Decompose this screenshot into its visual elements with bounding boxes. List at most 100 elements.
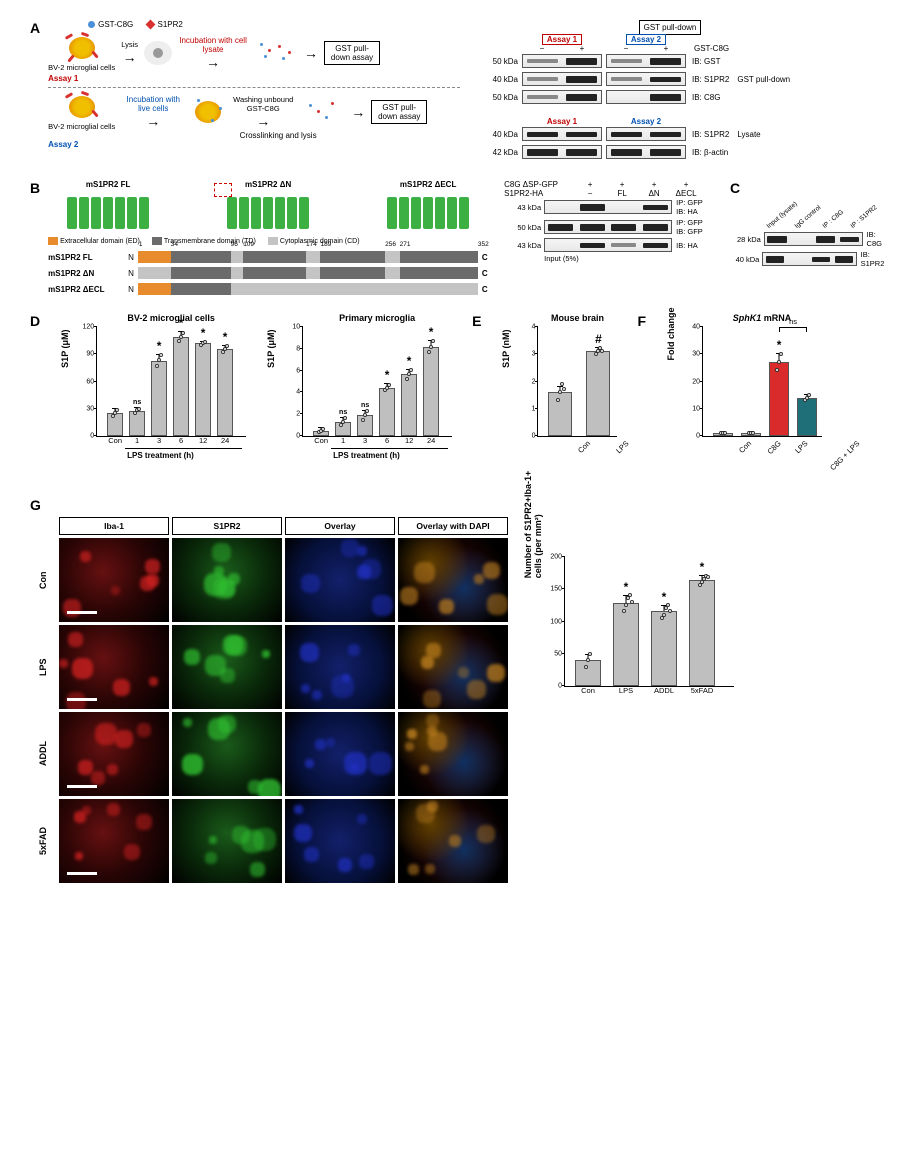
chart-axes: 050100150200Number of S1PR2+Iba-1+ cells… xyxy=(564,557,734,687)
pm-plus: + xyxy=(562,44,602,53)
panel-e-label: E xyxy=(472,313,481,329)
bar xyxy=(613,603,639,686)
x-tick-label: 24 xyxy=(427,436,435,445)
x-tick-label: ADDL xyxy=(654,686,674,695)
microscopy-row-header: ADDL xyxy=(30,712,56,796)
x-tick-label: LPS xyxy=(793,439,809,455)
microscopy-image xyxy=(285,712,395,796)
assay1-label: Assay 1 xyxy=(48,74,460,83)
assay2-diagram: BV-2 microglial cells Incubation with li… xyxy=(48,92,460,131)
blot-assay1-hdr2: Assay 1 xyxy=(547,117,577,126)
cells-label-1: BV-2 microglial cells xyxy=(48,63,115,72)
bar xyxy=(151,361,167,436)
bar xyxy=(769,362,789,436)
b-blot-row2: S1PR2-HA xyxy=(504,189,574,198)
y-axis-label: S1P (μM) xyxy=(266,329,276,367)
x-tick-label: 12 xyxy=(199,436,207,445)
crosslink-label: Crosslinking and lysis xyxy=(178,131,378,140)
microscopy-image xyxy=(172,712,282,796)
chart-title: Mouse brain xyxy=(537,313,617,323)
microscopy-image xyxy=(59,538,169,622)
x-tick-label: LPS xyxy=(615,439,631,455)
panel-g-label: G xyxy=(30,497,890,513)
bar xyxy=(651,611,677,686)
blot-row: 50 kDaIB: C8G xyxy=(480,89,860,105)
x-tick-label: 6 xyxy=(385,436,389,445)
chart-bv2: BV-2 microglial cells0306090120S1P (μM)C… xyxy=(60,313,246,467)
bar xyxy=(335,422,351,436)
legend-ed: Extracellular domain (ED) xyxy=(60,238,140,245)
panel-b-label: B xyxy=(30,180,40,196)
microscopy-image xyxy=(285,625,395,709)
x-tick-label: 6 xyxy=(179,436,183,445)
mixture-icon xyxy=(254,39,298,67)
microscopy-image xyxy=(172,799,282,883)
bar xyxy=(379,388,395,436)
x-group-label: LPS treatment (h) xyxy=(333,451,400,460)
pm-minus-2: − xyxy=(606,44,646,53)
x-tick-label: 3 xyxy=(157,436,161,445)
microscopy-image xyxy=(172,538,282,622)
x-tick-label: Con xyxy=(314,436,328,445)
microscopy-col-header: Overlay xyxy=(285,517,395,535)
assay2-label: Assay 2 xyxy=(48,140,460,149)
chart-axes: 01234S1P (nM)Con#LPS xyxy=(537,327,617,437)
x-tick-label: Con xyxy=(108,436,122,445)
y-axis-label: S1P (nM) xyxy=(501,329,511,367)
blot-assay2-hdr2: Assay 2 xyxy=(631,117,661,126)
panel-a-blots: GST pull-down Assay 1 Assay 2 −+ −+ GST-… xyxy=(480,20,860,162)
domain-legend: Extracellular domain (ED) Transmembrane … xyxy=(48,237,488,245)
bar xyxy=(357,415,373,436)
microscopy-col-header: Overlay with DAPI xyxy=(398,517,508,535)
b-blot-row: 43 kDaIP: GFP IB: HA xyxy=(504,198,714,216)
y-axis-label: Fold change xyxy=(666,307,676,360)
legend-gstc8g: GST-C8G xyxy=(98,20,133,29)
panel-d-label: D xyxy=(30,313,40,329)
chart-axes: 0246810S1P (μM)Conns1ns3*6*12*24LPS trea… xyxy=(302,327,452,437)
blot-row: 42 kDaIB: β-actin xyxy=(480,144,860,160)
cell-icon xyxy=(65,33,99,63)
microscopy-col-header: S1PR2 xyxy=(172,517,282,535)
x-tick-label: Con xyxy=(581,686,595,695)
chart-sphk1: SphK1 mRNA010203040Fold changeConC8G*LPS… xyxy=(666,313,822,481)
cell-incubated-icon xyxy=(191,97,225,127)
x-tick-label: Con xyxy=(737,439,753,455)
panel-a-legend: GST-C8G S1PR2 xyxy=(48,20,460,29)
blot-row: 40 kDaIB: S1PR2GST pull-down xyxy=(480,71,860,87)
bar xyxy=(129,411,145,436)
microscopy-image xyxy=(398,625,508,709)
gst-pulldown-box-1: GST pull-down assay xyxy=(324,41,380,65)
bar xyxy=(689,580,715,686)
bar xyxy=(575,660,601,686)
domain-bar-row: mS1PR2 FLN13496109174189256271352C xyxy=(48,251,488,263)
chart-axes: 0306090120S1P (μM)Conns1*3*6*12*24LPS tr… xyxy=(96,327,246,437)
lysate-icon xyxy=(144,41,172,65)
microscopy-image xyxy=(285,538,395,622)
chart-title: Primary microglia xyxy=(302,313,452,323)
pm-minus: − xyxy=(522,44,562,53)
bar xyxy=(401,374,417,436)
panel-f-label: F xyxy=(637,313,646,329)
blot-row: 40 kDaIB: S1PR2Lysate xyxy=(480,126,860,142)
chart-s1pr2-iba1: 050100150200Number of S1PR2+Iba-1+ cells… xyxy=(528,557,734,883)
bar xyxy=(107,413,123,436)
b-blot-row: 43 kDaIB: HA xyxy=(504,238,714,252)
cells-label-2: BV-2 microglial cells xyxy=(48,122,115,131)
panel-a-label: A xyxy=(30,20,40,36)
bar xyxy=(173,337,189,436)
domain-bar-row: mS1PR2 ΔNNC xyxy=(48,267,488,279)
y-axis-label: Number of S1PR2+Iba-1+ cells (per mm²) xyxy=(523,470,543,578)
construct-decl: mS1PR2 ΔECL xyxy=(368,180,488,189)
incubation-red: Incubation with cell lysate xyxy=(178,36,248,54)
microscopy-row-header: LPS xyxy=(30,625,56,709)
construct-fl: mS1PR2 FL xyxy=(48,180,168,189)
bar xyxy=(195,343,211,436)
bar xyxy=(586,351,610,436)
x-tick-label: 1 xyxy=(135,436,139,445)
microscopy-row-header: Con xyxy=(30,538,56,622)
bar xyxy=(217,349,233,436)
panel-b-blot: C8G ΔSP-GFP++++ S1PR2-HA−FLΔNΔECL 43 kDa… xyxy=(504,180,714,299)
x-tick-label: C8G + LPS xyxy=(828,439,861,472)
microscopy-row-header: 5xFAD xyxy=(30,799,56,883)
y-axis-label: S1P (μM) xyxy=(60,329,70,367)
